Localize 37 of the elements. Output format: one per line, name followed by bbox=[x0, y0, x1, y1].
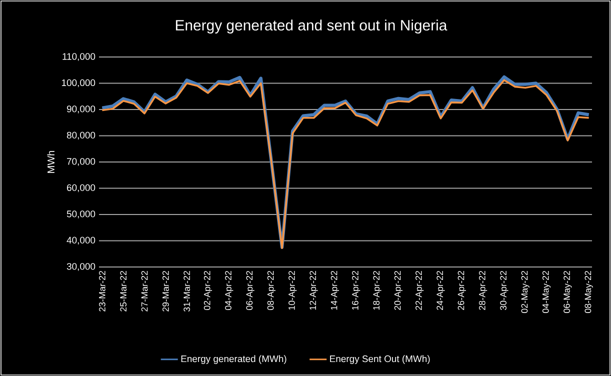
x-tick-label: 18-Apr-22 bbox=[373, 270, 382, 310]
x-tick-label: 26-Apr-22 bbox=[458, 270, 466, 310]
y-tick-label: 50,000 bbox=[66, 210, 96, 218]
x-tick-label: 16-Apr-22 bbox=[352, 270, 360, 310]
x-tick-label: 28-Apr-22 bbox=[478, 270, 488, 310]
x-tick-label: 04-May-22 bbox=[542, 270, 551, 314]
x-tick-label: 14-Apr-22 bbox=[330, 270, 339, 310]
x-tick-label: 25-Mar-22 bbox=[120, 270, 127, 312]
x-tick-label: 06-May-22 bbox=[564, 270, 572, 314]
x-tick-label: 02-May-22 bbox=[521, 270, 530, 314]
legend-label: Energy generated (MWh) bbox=[181, 355, 286, 364]
y-tick-label: 60,000 bbox=[67, 184, 96, 192]
chart-title: Energy generated and sent out in Nigeria bbox=[176, 20, 448, 34]
y-tick-label: 110,000 bbox=[62, 53, 96, 61]
x-tick-label: 06-Apr-22 bbox=[246, 270, 254, 310]
x-tick-label: 12-Apr-22 bbox=[310, 270, 318, 310]
y-tick-label: 30,000 bbox=[66, 263, 96, 271]
x-tick-label: 02-Apr-22 bbox=[204, 270, 212, 310]
y-tick-label: 70,000 bbox=[67, 158, 96, 166]
x-tick-label: 30-Apr-22 bbox=[500, 270, 508, 310]
x-tick-label: 08-May-22 bbox=[584, 270, 593, 314]
x-tick-label: 23-Mar-22 bbox=[99, 270, 106, 312]
y-tick-label: 90,000 bbox=[66, 106, 96, 114]
x-tick-label: 10-Apr-22 bbox=[288, 270, 297, 310]
x-tick-label: 24-Apr-22 bbox=[436, 270, 445, 310]
x-tick-label: 27-Mar-22 bbox=[141, 270, 148, 312]
y-tick-label: 40,000 bbox=[66, 236, 96, 245]
x-tick-label: 29-Mar-22 bbox=[162, 270, 169, 312]
y-tick-label: 100,000 bbox=[62, 79, 96, 88]
x-tick-label: 20-Apr-22 bbox=[394, 270, 402, 310]
x-tick-label: 08-Apr-22 bbox=[267, 270, 276, 310]
y-tick-label: 80,000 bbox=[66, 132, 96, 140]
x-tick-label: 31-Mar-22 bbox=[184, 270, 190, 312]
legend-label: Energy Sent Out (MWh) bbox=[330, 355, 430, 364]
x-tick-label: 04-Apr-22 bbox=[225, 270, 234, 310]
x-tick-label: 22-Apr-22 bbox=[416, 270, 424, 310]
y-axis-title: MWh bbox=[47, 151, 54, 173]
